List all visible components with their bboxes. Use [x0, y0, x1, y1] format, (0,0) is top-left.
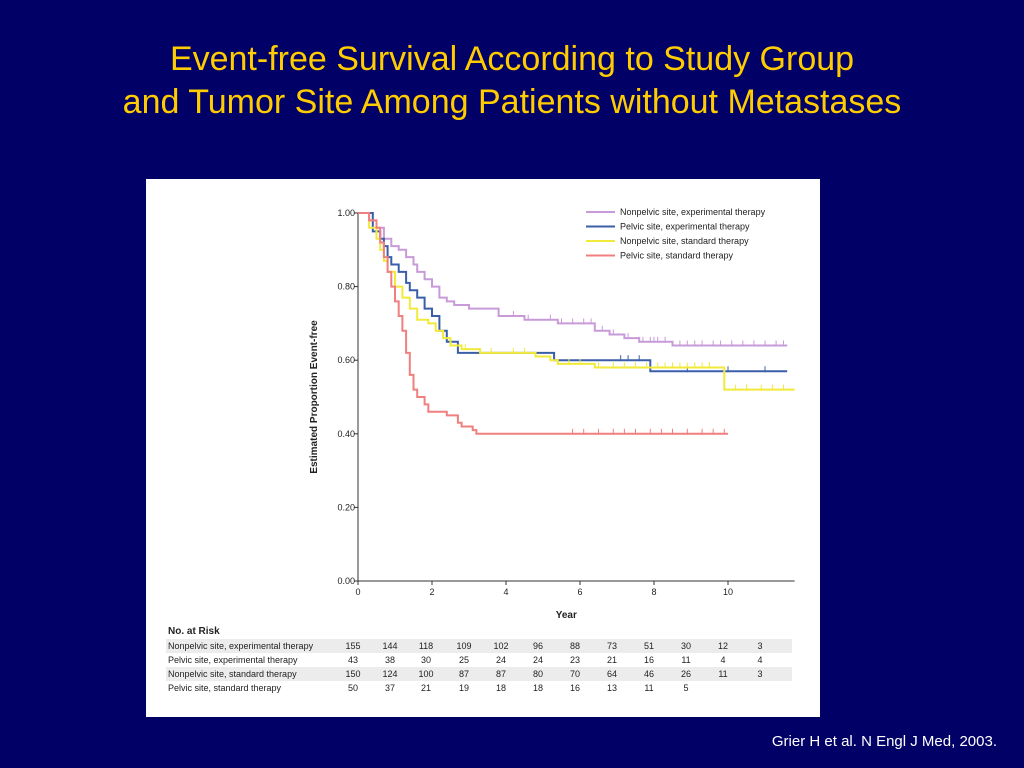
risk-table-cell: 25 [459, 655, 469, 665]
slide-title-line-2: and Tumor Site Among Patients without Me… [122, 83, 902, 121]
risk-table-cell: 23 [570, 655, 580, 665]
risk-table-cell: 30 [421, 655, 431, 665]
legend-label: Nonpelvic site, standard therapy [620, 236, 749, 246]
y-tick-label: 0.20 [337, 502, 355, 512]
risk-table-cell: 11 [681, 655, 690, 665]
y-tick-label: 0.00 [337, 576, 355, 586]
slide-title-line-1: Event-free Survival According to Study G… [169, 40, 855, 78]
risk-table-cell: 64 [607, 669, 617, 679]
risk-table-cell: 150 [345, 669, 360, 679]
risk-table-cell: 3 [757, 641, 762, 651]
series-line [358, 212, 788, 347]
risk-table-cell: 5 [683, 683, 688, 693]
risk-table-row-label: Nonpelvic site, standard therapy [168, 669, 297, 679]
risk-table-cell: 102 [493, 641, 508, 651]
chart-legend: Nonpelvic site, experimental therapy Pelv… [586, 207, 766, 261]
risk-table-cell: 18 [533, 683, 543, 693]
risk-table-header: No. at Risk [168, 626, 220, 637]
risk-table-cell: 4 [720, 655, 725, 665]
risk-table-cell: 73 [607, 641, 617, 651]
risk-table-row-stripe [166, 639, 792, 653]
risk-table-cell: 124 [382, 669, 397, 679]
risk-table-cell: 16 [644, 655, 654, 665]
risk-table-cell: 38 [385, 655, 395, 665]
y-tick-label: 0.60 [337, 355, 355, 365]
risk-table-cell: 4 [757, 655, 762, 665]
risk-table-cell: 118 [419, 641, 433, 651]
y-tick-label: 1.00 [337, 208, 355, 218]
risk-table-cell: 26 [681, 669, 691, 679]
y-tick-label: 0.80 [337, 282, 355, 292]
chart-axes: 0.00 0.20 0.40 0.60 0.80 1.00 0 2 4 6 8 10 Year Estim… [309, 208, 795, 621]
risk-table-cell: 3 [757, 669, 762, 679]
risk-table-cell: 11 [718, 669, 727, 679]
risk-table-cell: 21 [607, 655, 617, 665]
series-group [358, 212, 728, 435]
risk-table-cell: 13 [607, 683, 617, 693]
x-axis-label: Year [556, 610, 577, 621]
risk-table-cell: 24 [533, 655, 543, 665]
risk-table-row-stripe [166, 667, 792, 681]
x-tick-label: 0 [355, 587, 360, 597]
risk-table-cell: 11 [644, 683, 653, 693]
x-tick-label: 6 [577, 587, 582, 597]
risk-table-cell: 87 [459, 669, 469, 679]
risk-table-cell: 50 [348, 683, 358, 693]
risk-table-cell: 24 [496, 655, 506, 665]
risk-table-cell: 155 [345, 641, 360, 651]
risk-table-cell: 109 [456, 641, 471, 651]
risk-table: No. at Risk Nonpelvic site, experimental … [168, 626, 763, 693]
legend-label: Pelvic site, standard therapy [620, 251, 734, 261]
survival-figure: 0.00 0.20 0.40 0.60 0.80 1.00 0 2 4 6 8 10 Year Estim… [146, 179, 820, 717]
series-line [358, 212, 728, 435]
x-tick-label: 4 [503, 587, 508, 597]
x-tick-label: 10 [723, 587, 733, 597]
chart-series [358, 212, 795, 435]
risk-table-cell: 12 [718, 641, 728, 651]
legend-label: Pelvic site, experimental therapy [620, 222, 750, 232]
km-chart: 0.000.200.400.600.801.000 2 4 6 8 10YearEstim… [166, 207, 795, 693]
risk-table-row-label: Nonpelvic site, experimental therapy [168, 641, 314, 651]
risk-table-cell: 96 [533, 641, 543, 651]
legend-label: Nonpelvic site, experimental therapy [620, 207, 766, 217]
risk-table-cell: 37 [385, 683, 395, 693]
risk-table-cell: 70 [570, 669, 580, 679]
risk-table-cell: 88 [570, 641, 580, 651]
series-group [358, 212, 788, 347]
y-tick-label: 0.40 [337, 429, 355, 439]
risk-table-cell: 100 [418, 669, 433, 679]
citation: Grier H et al. N Engl J Med, 2003. [771, 733, 997, 750]
risk-table-stripes [166, 639, 792, 681]
risk-table-cell: 16 [570, 683, 580, 693]
x-tick-label: 8 [651, 587, 656, 597]
slide-title: Event-free Survival According to Study G… [0, 38, 1024, 124]
risk-table-cell: 80 [533, 669, 543, 679]
risk-table-cell: 87 [496, 669, 506, 679]
risk-table-row-label: Pelvic site, standard therapy [168, 683, 282, 693]
risk-table-cell: 30 [681, 641, 691, 651]
risk-table-cell: 46 [644, 669, 654, 679]
y-axis-label: Estimated Proportion Event-free [309, 320, 320, 474]
risk-table-cell: 144 [382, 641, 397, 651]
risk-table-cell: 21 [421, 683, 431, 693]
risk-table-cell: 51 [644, 641, 654, 651]
risk-table-cell: 43 [348, 655, 358, 665]
risk-table-cell: 19 [459, 683, 469, 693]
x-tick-label: 2 [429, 587, 434, 597]
risk-table-cell: 18 [496, 683, 506, 693]
risk-table-row-label: Pelvic site, experimental therapy [168, 655, 298, 665]
